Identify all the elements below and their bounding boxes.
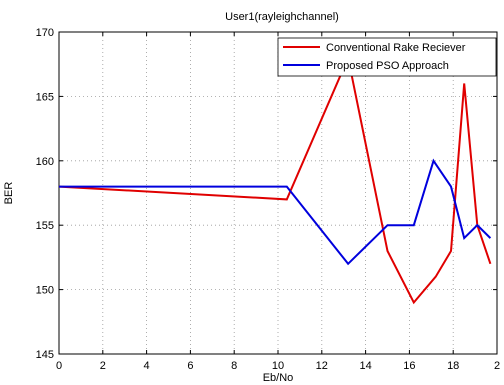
- y-tick-labels: 145 150 155 160 165 170: [36, 27, 54, 361]
- series-line-conventional-rake: [59, 54, 492, 305]
- legend-label-proposed-pso: Proposed PSO Approach: [326, 60, 449, 72]
- y-tick-label: 150: [36, 285, 54, 297]
- y-tick-label: 160: [36, 156, 54, 168]
- x-tick-label: 16: [403, 360, 415, 372]
- legend: Conventional Rake Reciever Proposed PSO …: [277, 37, 497, 77]
- series-lines: [59, 54, 492, 305]
- y-axis-label: BER: [3, 182, 15, 205]
- y-gridlines: [59, 96, 497, 291]
- x-axis-label: Eb/No: [263, 372, 294, 384]
- x-tick-label: 10: [272, 360, 284, 372]
- y-tick-label: 155: [36, 220, 54, 232]
- x-tick-label: 2: [494, 360, 500, 372]
- x-tick-label: 14: [359, 360, 371, 372]
- x-tick-labels: 0 2 4 6 8 10 12 14 16 18 2: [56, 360, 500, 372]
- legend-label-conventional-rake: Conventional Rake Reciever: [326, 42, 466, 54]
- x-tick-label: 18: [447, 360, 459, 372]
- y-tick-label: 145: [36, 349, 54, 361]
- x-tick-label: 8: [231, 360, 237, 372]
- x-tick-label: 0: [56, 360, 62, 372]
- x-tick-label: 4: [144, 360, 150, 372]
- legend-box: [277, 37, 497, 77]
- series-line-proposed-pso: [59, 158, 492, 266]
- y-tick-label: 165: [36, 91, 54, 103]
- chart-title: User1(rayleighchannel): [225, 11, 339, 23]
- x-tick-label: 12: [316, 360, 328, 372]
- x-tick-label: 2: [100, 360, 106, 372]
- y-tick-label: 170: [36, 27, 54, 39]
- axis-ticks: [58, 31, 498, 355]
- x-tick-label: 6: [187, 360, 193, 372]
